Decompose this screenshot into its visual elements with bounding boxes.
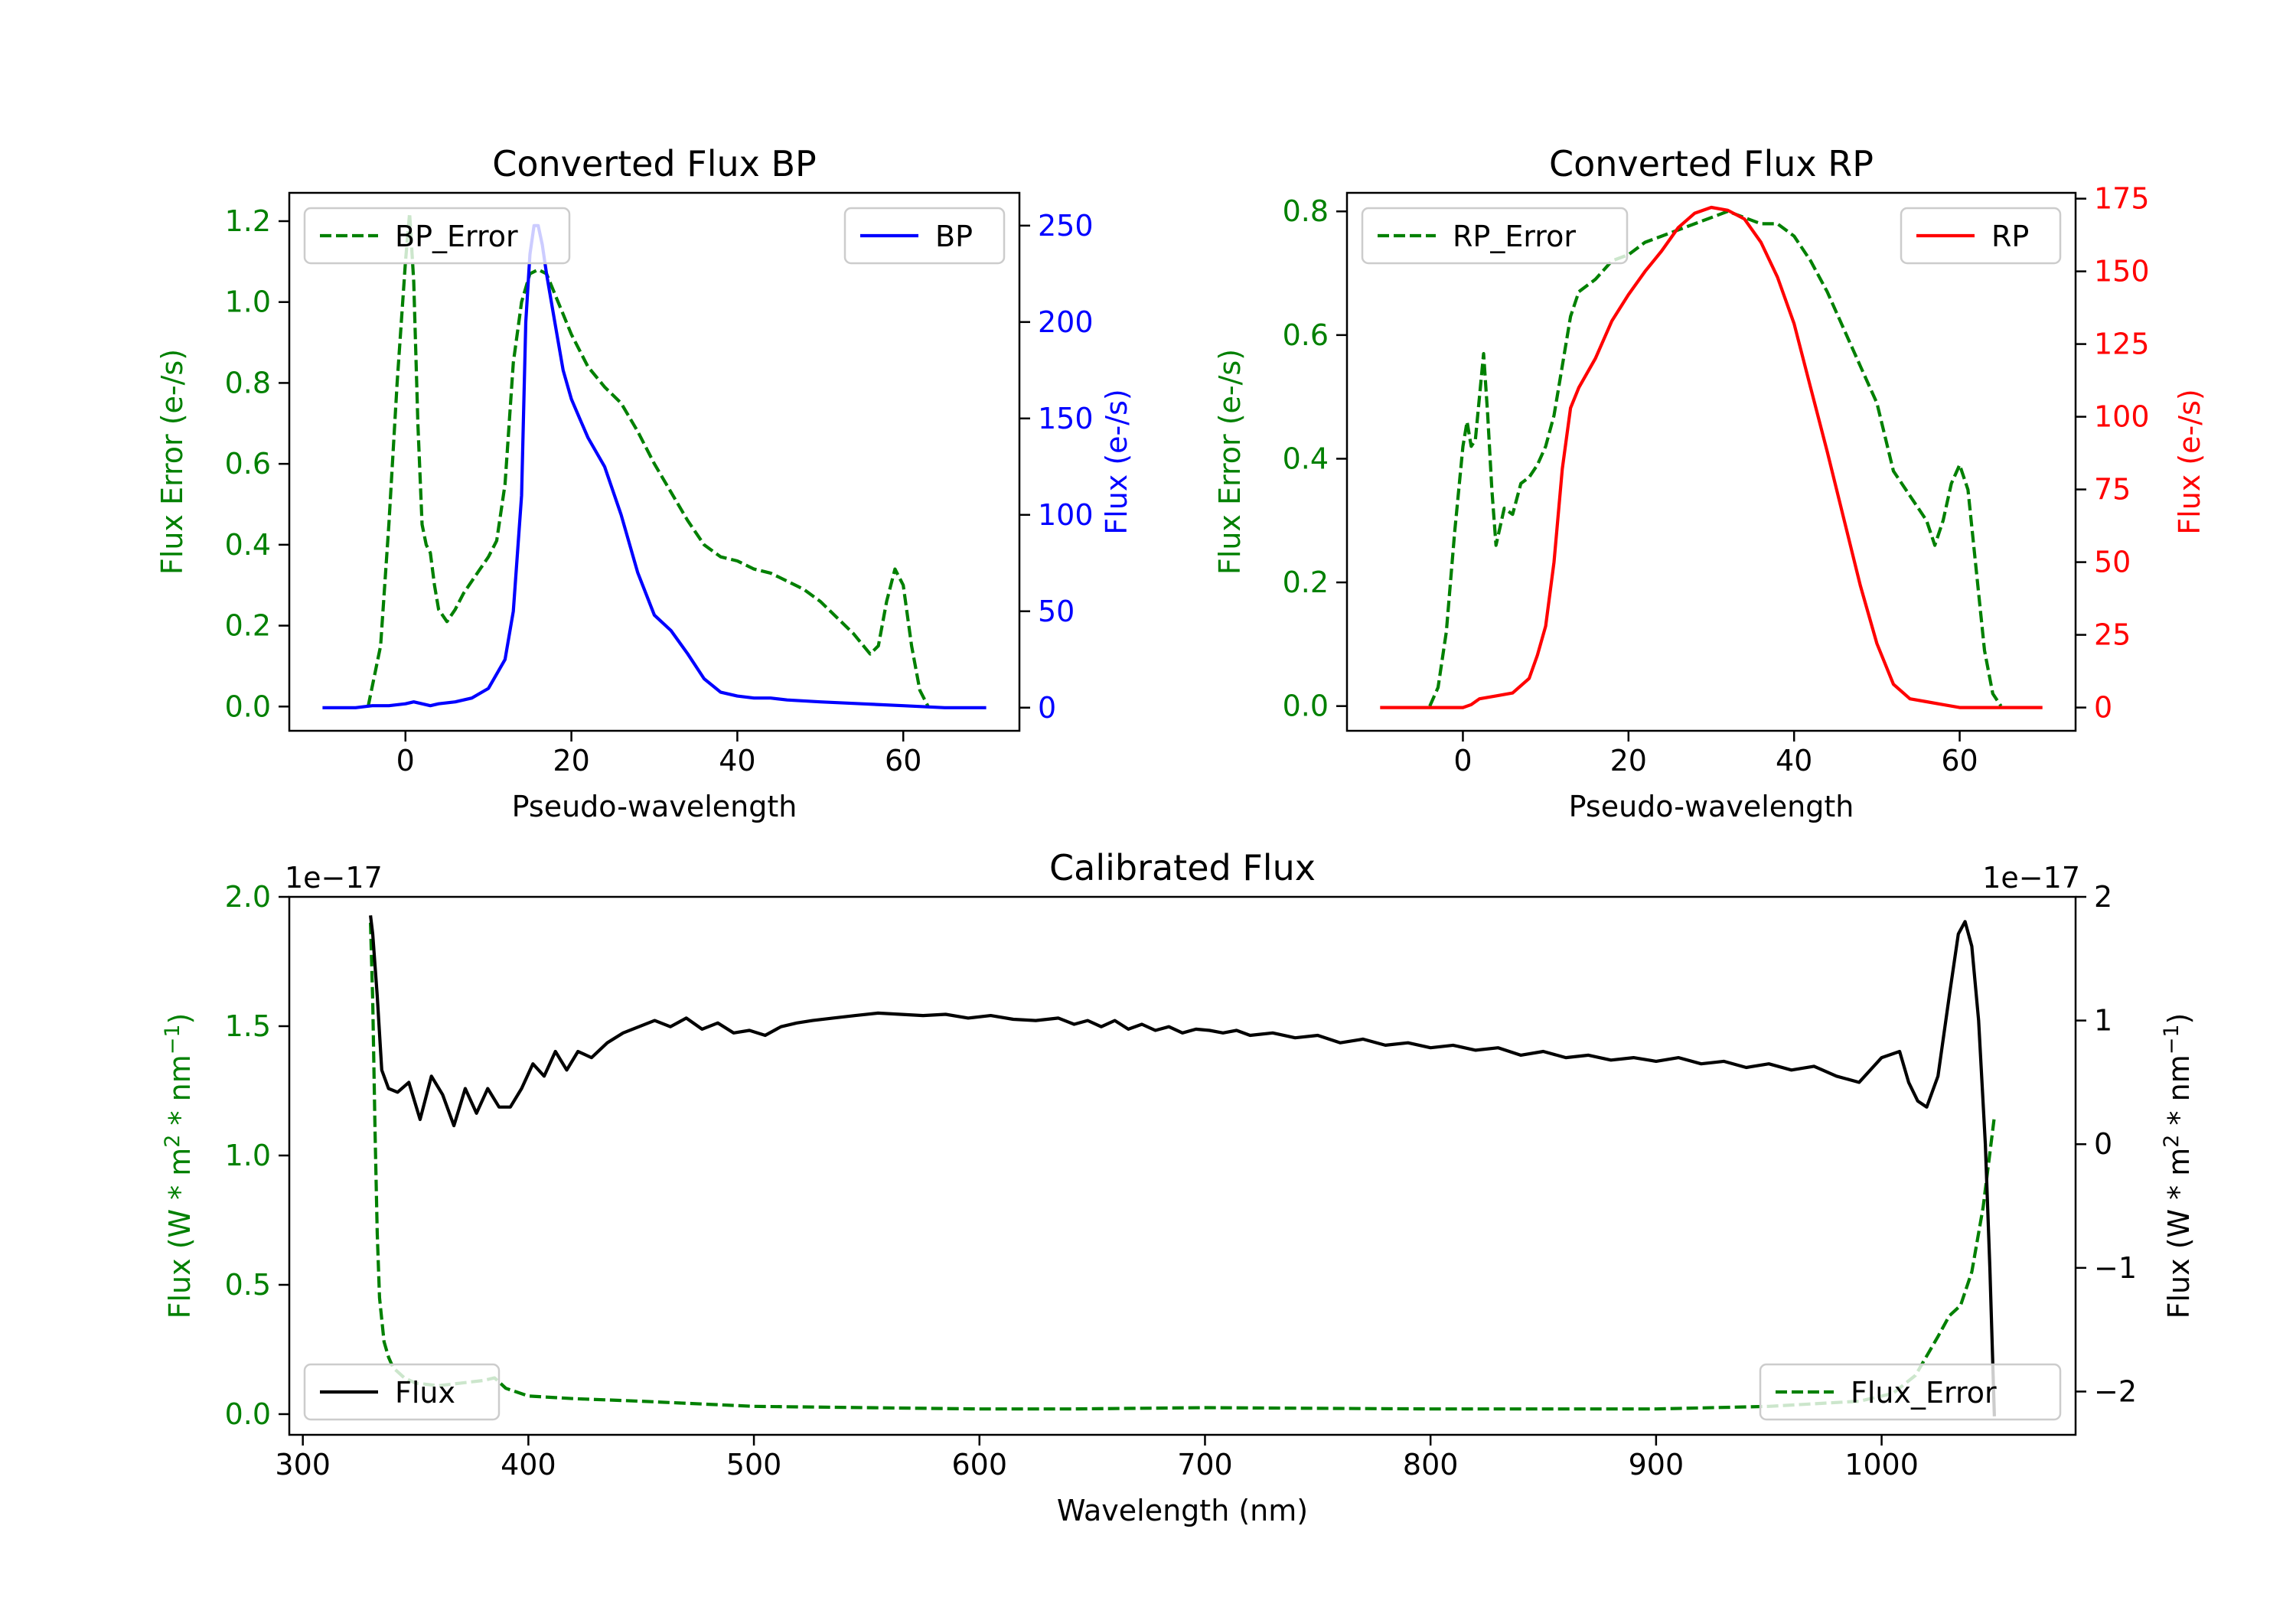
y-right-tick-label: 1 — [2094, 1004, 2112, 1038]
y-right-axis-label: Flux (e-/s) — [1100, 389, 1133, 534]
y-tick-label: 0.4 — [225, 528, 271, 562]
series-bp-error-line — [366, 211, 930, 708]
y-right-tick-label: 150 — [1038, 402, 1094, 435]
y-right-offset-label: 1e−17 — [1982, 861, 2080, 895]
x-axis-label: Wavelength (nm) — [1057, 1494, 1308, 1527]
y-right-tick-label: 50 — [2094, 546, 2131, 579]
legend-label: Flux — [395, 1376, 455, 1410]
y-tick-label: 0.0 — [1283, 689, 1329, 723]
y-right-tick-label: 150 — [2094, 255, 2150, 288]
series-flux-line — [369, 914, 1996, 1416]
x-tick-label: 0 — [396, 744, 415, 777]
y-right-tick-label: 200 — [1038, 305, 1094, 339]
y-right-tick-label: 0 — [2094, 691, 2112, 725]
legend-bp: BP — [843, 207, 1006, 265]
y-tick-label: 0.5 — [225, 1268, 271, 1302]
x-tick-label: 60 — [885, 744, 921, 777]
y-right-tick-label: 0 — [1038, 691, 1056, 725]
chart-1: 0 20 40 60 0.0 0.2 0.4 0.6 0.8 1.0 1.2 0 50 100 150 200… — [155, 143, 1133, 823]
y-tick-label: 0.8 — [225, 366, 271, 399]
y-right-axis-label: Flux (e-/s) — [2173, 389, 2206, 534]
x-axis-label: Pseudo-wavelength — [512, 790, 797, 823]
series-flux-error-line — [369, 922, 1996, 1411]
y-tick-label: 0.4 — [1283, 442, 1329, 475]
axes-frame — [288, 191, 1021, 732]
legend-flux: Flux — [303, 1363, 501, 1421]
y-axis-label: Flux (W * m2 * nm−1) — [161, 1013, 197, 1319]
y-right-tick-label: 50 — [1038, 595, 1075, 628]
legend-box — [843, 207, 1006, 265]
series-rp-error-line — [1428, 210, 2003, 707]
x-tick-label: 800 — [1403, 1448, 1459, 1482]
y-tick-label: 2.0 — [225, 880, 271, 914]
y-tick-label: 0.8 — [1283, 194, 1329, 228]
x-tick-label: 40 — [719, 744, 755, 777]
y-tick-label: 1.0 — [225, 1139, 271, 1172]
y-axis-label: Flux Error (e-/s) — [1213, 349, 1247, 575]
x-axis-label: Pseudo-wavelength — [1569, 790, 1854, 823]
y-right-tick-label: 25 — [2094, 618, 2131, 652]
x-tick-label: 60 — [1941, 744, 1978, 777]
y-right-tick-label: 125 — [2094, 328, 2150, 361]
legend-bp-error: BP_Error — [303, 207, 571, 265]
y-offset-label: 1e−17 — [285, 861, 383, 895]
legend-label: RP_Error — [1453, 220, 1576, 253]
y-tick-label: 0.0 — [225, 689, 271, 723]
chart-title: Converted Flux RP — [1549, 143, 1874, 184]
y-tick-label: 0.0 — [225, 1397, 271, 1431]
x-tick-label: 400 — [501, 1448, 556, 1482]
y-axis-label: Flux Error (e-/s) — [155, 349, 189, 575]
y-right-tick-label: −2 — [2094, 1374, 2137, 1408]
y-tick-label: 1.5 — [225, 1009, 271, 1043]
y-right-axis-label: Flux (W * m2 * nm−1) — [2160, 1013, 2196, 1319]
y-right-tick-label: 100 — [2094, 400, 2150, 434]
x-tick-label: 900 — [1629, 1448, 1684, 1482]
legend-box — [1361, 207, 1629, 265]
x-tick-label: 0 — [1453, 744, 1472, 777]
x-tick-label: 600 — [952, 1448, 1008, 1482]
legend-rp: RP — [1900, 207, 2062, 265]
legend-label: Flux_Error — [1851, 1376, 1997, 1410]
y-tick-label: 1.2 — [225, 204, 271, 238]
chart-title: Converted Flux BP — [492, 143, 817, 184]
axes-frame — [1345, 191, 2077, 732]
y-right-tick-label: 100 — [1038, 498, 1094, 532]
x-tick-label: 1000 — [1844, 1448, 1919, 1482]
y-tick-label: 0.6 — [225, 447, 271, 481]
legend-box — [1900, 207, 2062, 265]
legend-box — [303, 1363, 501, 1421]
series-bp-line — [322, 223, 987, 709]
legend-box — [303, 207, 571, 265]
legend-box — [1759, 1363, 2062, 1421]
chart-3: 300 400 500 600 700 800 900 1000 0.0 0.5 1.0 1.5 2.0… — [161, 847, 2196, 1527]
y-right-tick-label: 0 — [2094, 1127, 2112, 1161]
x-tick-label: 300 — [275, 1448, 331, 1482]
y-right-tick-label: 250 — [1038, 209, 1094, 243]
y-tick-label: 1.0 — [225, 285, 271, 319]
legend-label: BP_Error — [395, 220, 518, 253]
x-tick-label: 20 — [1610, 744, 1647, 777]
y-tick-label: 0.2 — [1283, 566, 1329, 599]
legend-flux-error: Flux_Error — [1759, 1363, 2062, 1421]
series-rp-line — [1380, 205, 2043, 709]
chart-2: 0 20 40 60 0.0 0.2 0.4 0.6 0.8 0 25 50 75 100 125 150 17… — [1213, 143, 2206, 823]
x-tick-label: 40 — [1776, 744, 1812, 777]
y-tick-label: 0.6 — [1283, 318, 1329, 352]
legend-label: BP — [935, 220, 973, 253]
y-right-tick-label: 75 — [2094, 473, 2131, 507]
legend-rp-error: RP_Error — [1361, 207, 1629, 265]
y-right-tick-label: 2 — [2094, 880, 2112, 914]
y-tick-label: 0.2 — [225, 609, 271, 643]
x-tick-label: 20 — [553, 744, 589, 777]
y-right-tick-label: −1 — [2094, 1251, 2137, 1285]
chart-title: Calibrated Flux — [1049, 847, 1316, 888]
legend-label: RP — [1991, 220, 2029, 253]
x-tick-label: 700 — [1177, 1448, 1233, 1482]
x-tick-label: 500 — [726, 1448, 782, 1482]
y-right-tick-label: 175 — [2094, 182, 2150, 216]
axes-frame — [288, 895, 2077, 1436]
